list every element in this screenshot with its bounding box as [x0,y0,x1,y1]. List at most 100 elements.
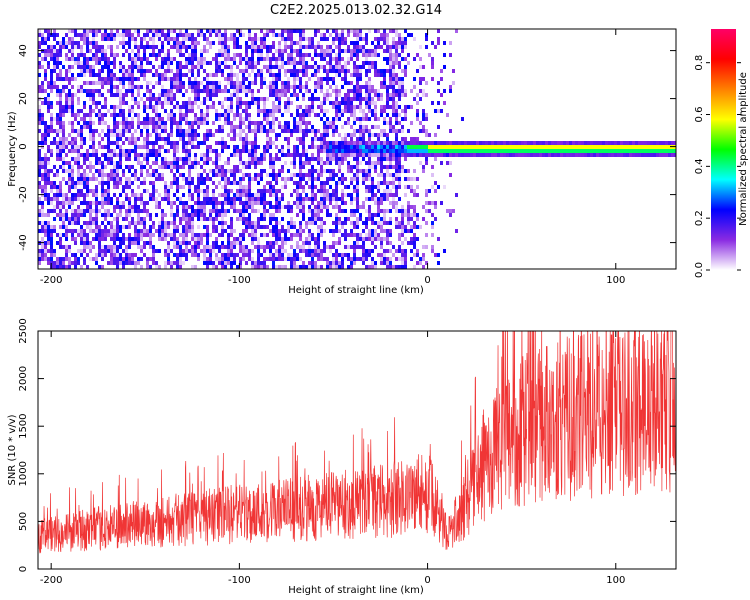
spectrogram-cell [83,65,86,69]
spectrogram-cell [167,117,170,121]
spectrogram-cell [317,145,320,149]
spectrogram-cell [161,89,164,93]
spectrogram-cell [125,137,128,141]
spectrogram-cell [164,125,167,129]
spectrogram-cell [215,29,218,33]
spectrogram-cell [236,73,239,77]
spectrogram-cell [137,65,140,69]
spectrogram-cell [311,177,314,181]
spectrogram-cell [80,209,83,213]
spectrogram-cell [455,229,458,233]
spectrogram-cell [257,265,260,269]
spectrogram-cell [221,73,224,77]
spectrogram-cell [338,33,341,37]
spectrogram-cell [113,205,116,209]
spectrogram-cell [104,201,107,205]
spectrogram-cell [134,45,137,49]
spectrogram-cell [182,45,185,49]
spectrogram-cell [152,85,155,89]
spectrogram-cell [422,93,425,97]
spectrogram-cell [278,229,281,233]
spectrogram-cell [140,57,143,61]
spectrogram-cell [197,85,200,89]
spectrogram-cell [128,69,131,73]
spectrogram-cell [107,177,110,181]
spectrogram-cell [329,265,332,269]
spectrogram-cell [245,149,248,153]
spectrogram-cell [257,105,260,109]
spectrogram-cell [68,77,71,81]
spectrogram-cell [350,197,353,201]
spectrogram-cell [353,245,356,249]
spectrogram-cell [77,41,80,45]
spectrogram-cell [314,81,317,85]
spectrogram-cell [59,121,62,125]
spectrogram-cell [182,65,185,69]
spectrogram-cell [335,85,338,89]
spectrogram-cell [326,69,329,73]
spectrogram-cell [305,153,308,157]
spectrogram-cell [290,41,293,45]
spectrogram-cell [317,173,320,177]
spectrogram-cell [89,89,92,93]
spectrogram-cell [386,101,389,105]
spectrogram-cell [104,181,107,185]
spectrogram-cell [305,85,308,89]
spectrogram-cell [335,125,338,129]
spectrogram-cell [38,129,41,133]
spectrogram-cell [299,177,302,181]
spectrogram-cell [212,245,215,249]
spectrogram-cell [251,97,254,101]
spectrogram-cell [176,49,179,53]
spectrogram-cell [341,161,344,165]
spectrogram-cell [374,45,377,49]
spectrogram-cell [227,177,230,181]
spectrogram-cell [509,141,512,145]
spectrogram-cell [107,221,110,225]
spectrogram-cell [152,257,155,261]
spectrogram-cell [95,101,98,105]
spectrogram-cell [404,193,407,197]
spectrogram-cell [413,225,416,229]
spectrogram-cell [101,173,104,177]
spectrogram-cell [332,101,335,105]
spectrogram-cell [140,161,143,165]
spectrogram-cell [422,169,425,173]
spectrogram-cell [434,253,437,257]
spectrogram-cell [107,149,110,153]
spectrogram-cell [86,209,89,213]
spectrogram-cell [254,237,257,241]
spectrogram-cell [335,61,338,65]
spectrogram-cell [374,93,377,97]
spectrogram-cell [233,149,236,153]
spectrogram-cell [236,85,239,89]
spectrogram-cell [236,133,239,137]
spectrogram-cell [209,45,212,49]
spectrogram-cell [326,61,329,65]
spectrogram-cell [98,233,101,237]
spectrogram-cell [245,125,248,129]
spectrogram-cell [203,137,206,141]
spectrogram-cell [50,245,53,249]
spectrogram-cell [350,245,353,249]
spectrogram-cell [59,181,62,185]
spectrogram-cell [425,209,428,213]
spectrogram-cell [89,41,92,45]
spectrogram-cell [332,57,335,61]
spectrogram-cell [224,193,227,197]
spectrogram-cell [41,185,44,189]
spectrogram-cell [83,229,86,233]
spectrogram-cell [182,105,185,109]
spectrogram-cell [128,85,131,89]
spectrogram-cell [242,229,245,233]
spectrogram-cell [44,153,47,157]
spectrogram-cell [122,53,125,57]
spectrogram-cell [167,225,170,229]
spectrogram-cell [395,205,398,209]
spectrogram-cell [212,241,215,245]
spectrogram-cell [185,233,188,237]
spectrogram-cell [212,169,215,173]
spectrogram-cell [416,149,419,153]
spectrogram-cell [197,217,200,221]
spectrogram-cell [170,161,173,165]
